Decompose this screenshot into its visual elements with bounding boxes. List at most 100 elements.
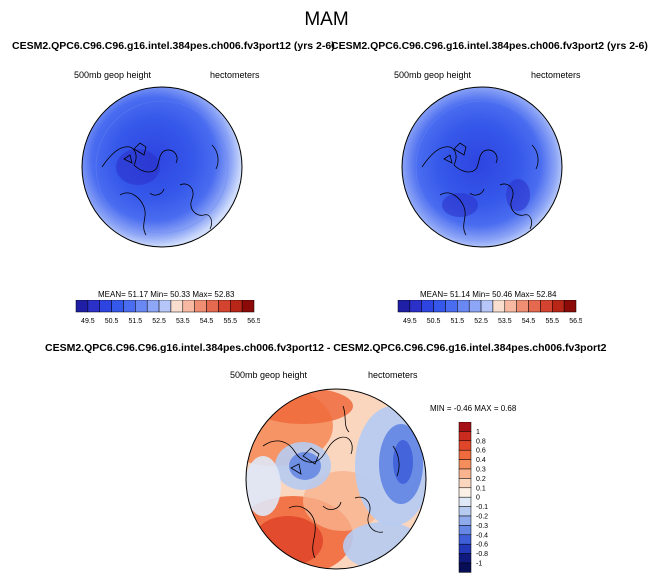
panel-1-colorbar-tick-label: 52.5 <box>152 318 166 325</box>
panel-3-colorbar-tick-label: 0.8 <box>476 438 486 445</box>
panel-3-colorbar-swatch <box>458 487 472 498</box>
panel-3-min-value: -0.46 <box>453 404 473 413</box>
panel-2-low-center-1 <box>442 193 478 217</box>
panel-1-colorbar-tick-label: 53.5 <box>176 318 190 325</box>
panel-3-colorbar-swatch <box>458 543 472 554</box>
panel-3-colorbar: 1 0.8 0.6 0.4 0.3 0.2 0.1 0 -0.1 -0.2 -0.3 -0.4 -0.6… <box>458 422 488 573</box>
panel-2-mean-value: 51.14 <box>450 290 471 299</box>
panel-3-variable-label: 500mb geop height <box>230 370 308 380</box>
panel-1-colorbar-swatch <box>111 300 124 313</box>
panel-1-colorbar-tick-label: 54.5 <box>200 318 214 325</box>
panel-1-stats: MEAN= 51.17 Min= 50.33 Max= 52.83 <box>98 290 235 299</box>
panel-1-colorbar-swatch <box>146 300 160 313</box>
panel-1-coastlines <box>101 142 219 236</box>
panel-2-field <box>401 86 563 248</box>
panel-3-stats: MIN = -0.46 MAX = 0.68 <box>430 404 517 413</box>
panel-2-colorbar-swatch <box>540 300 553 313</box>
panel-1-colorbar-swatch <box>170 300 184 313</box>
panel-3-colorbar-tick-label: 0 <box>476 495 480 502</box>
panel-3-colorbar-tick-label: 0.2 <box>476 476 486 483</box>
panel-1-colorbar-tick-label: 56.5 <box>247 318 260 325</box>
panel-1-colorbar-tick-label: 50.5 <box>105 318 119 325</box>
panel-2-colorbar-swatch <box>397 300 411 313</box>
panel-3-colorbar-tick-label: 0.6 <box>476 448 486 455</box>
panel-3-units-label: hectometers <box>368 370 418 380</box>
panel-1-colorbar-swatch <box>123 300 136 313</box>
panel-2-colorbar-swatch <box>468 300 482 313</box>
panel-2-colorbar-swatch <box>504 300 517 313</box>
panel-1-colorbar-swatch <box>182 300 195 313</box>
panel-2-colorbar-swatch <box>457 300 470 313</box>
panel-1-colorbar-swatch <box>135 300 148 313</box>
panel-3-colorbar-swatch <box>458 449 472 460</box>
panel-1-colorbar-swatch <box>206 300 219 313</box>
panel-3-colorbar-tick-label: -0.1 <box>476 504 488 511</box>
panel-2-colorbar-swatch <box>480 300 494 313</box>
panel-2-coastlines <box>421 142 539 236</box>
panel-1-colorbar-tick-label: 55.5 <box>223 318 237 325</box>
panel-3-colorbar-swatch <box>458 534 472 545</box>
panel-3-coastlines <box>262 405 400 559</box>
panel-3-colorbar-tick-label: 0.1 <box>476 485 486 492</box>
panel-2-colorbar-tick-label: 56.5 <box>569 318 582 325</box>
panel-2-colorbar-tick-label: 52.5 <box>474 318 488 325</box>
panel-2-colorbar-swatch <box>492 300 506 313</box>
panel-1-colorbar: 49.5 50.5 51.5 52.5 53.5 54.5 55.5 56.5 <box>75 300 260 325</box>
panel-2-stats: MEAN= 51.14 Min= 50.46 Max= 52.84 <box>420 290 557 299</box>
panel-2-colorbar-swatch <box>552 300 565 313</box>
panel-3-colorbar-swatch <box>458 525 472 536</box>
panel-3-colorbar-tick-label: -0.6 <box>476 542 488 549</box>
panel-2-max-value: 52.84 <box>536 290 557 299</box>
panel-2-colorbar-swatch <box>445 300 458 313</box>
panel-2-colorbar-swatch <box>421 300 434 313</box>
panel-1-units-label: hectometers <box>210 70 260 80</box>
panel-3-title: CESM2.QPC6.C96.C96.g16.intel.384pes.ch00… <box>45 342 607 354</box>
panel-1-min-value: 50.33 <box>170 290 191 299</box>
panel-1-variable-label: 500mb geop height <box>74 70 152 80</box>
panel-1-colorbar-swatch <box>218 300 231 313</box>
panel-2-colorbar-swatch <box>528 300 541 313</box>
panel-3-colorbar-swatch <box>458 515 472 526</box>
panel-1-polar-map <box>81 86 243 248</box>
panel-3-colorbar-tick-label: -0.2 <box>476 514 488 521</box>
panel-1-colorbar-tick-label: 49.5 <box>81 318 95 325</box>
panel-3-colorbar-swatch <box>458 553 472 564</box>
panel-2-title: CESM2.QPC6.C96.C96.g16.intel.384pes.ch00… <box>331 40 648 52</box>
panel-2-colorbar-tick-label: 49.5 <box>403 318 417 325</box>
panel-1-colorbar-swatch <box>99 300 112 313</box>
panel-2-colorbar-tick-label: 54.5 <box>522 318 536 325</box>
panel-2-colorbar-swatch <box>563 300 577 313</box>
panel-2-colorbar-tick-label: 50.5 <box>427 318 441 325</box>
panel-3-colorbar-swatch <box>458 431 472 442</box>
panel-1-max-value: 52.83 <box>214 290 235 299</box>
panel-3-colorbar-swatch <box>458 478 472 489</box>
panel-3-colorbar-swatch <box>458 459 472 470</box>
panel-3-colorbar-swatch <box>458 506 472 517</box>
panel-1-colorbar-swatch <box>194 300 207 313</box>
panel-3-colorbar-tick-label: 0.4 <box>476 457 486 464</box>
panel-2-colorbar: 49.5 50.5 51.5 52.5 53.5 54.5 55.5 56.5 <box>397 300 582 325</box>
panel-3-colorbar-swatch <box>458 440 472 451</box>
panel-2-colorbar-swatch <box>516 300 529 313</box>
panel-2-colorbar-swatch <box>409 300 422 313</box>
main-title: MAM <box>304 9 349 30</box>
panel-1-colorbar-swatch <box>230 300 243 313</box>
panel-1-title: CESM2.QPC6.C96.C96.g16.intel.384pes.ch00… <box>12 40 335 52</box>
panel-2-units-label: hectometers <box>531 70 581 80</box>
panel-1-field <box>81 86 243 248</box>
panel-2-colorbar-tick-label: 51.5 <box>451 318 465 325</box>
panel-3-colorbar-tick-label: -0.3 <box>476 523 488 530</box>
panel-2-low-center-2 <box>506 179 530 211</box>
panel-1-low-center <box>116 149 160 185</box>
panel-2-variable-label: 500mb geop height <box>394 70 472 80</box>
panel-3-colorbar-tick-label: -0.4 <box>476 532 488 539</box>
panel-3-colorbar-tick-label: 1 <box>476 429 480 436</box>
panel-1-colorbar-swatch <box>158 300 172 313</box>
panel-1-colorbar-swatch <box>241 300 255 313</box>
panel-2-polar-map <box>401 86 563 248</box>
panel-3-colorbar-tick-label: 0.3 <box>476 467 486 474</box>
panel-3-colorbar-swatch <box>458 562 472 573</box>
panel-3-colorbar-tick-label: -0.8 <box>476 551 488 558</box>
panel-3-polar-map <box>245 388 427 570</box>
panel-3-colorbar-swatch <box>458 496 472 507</box>
